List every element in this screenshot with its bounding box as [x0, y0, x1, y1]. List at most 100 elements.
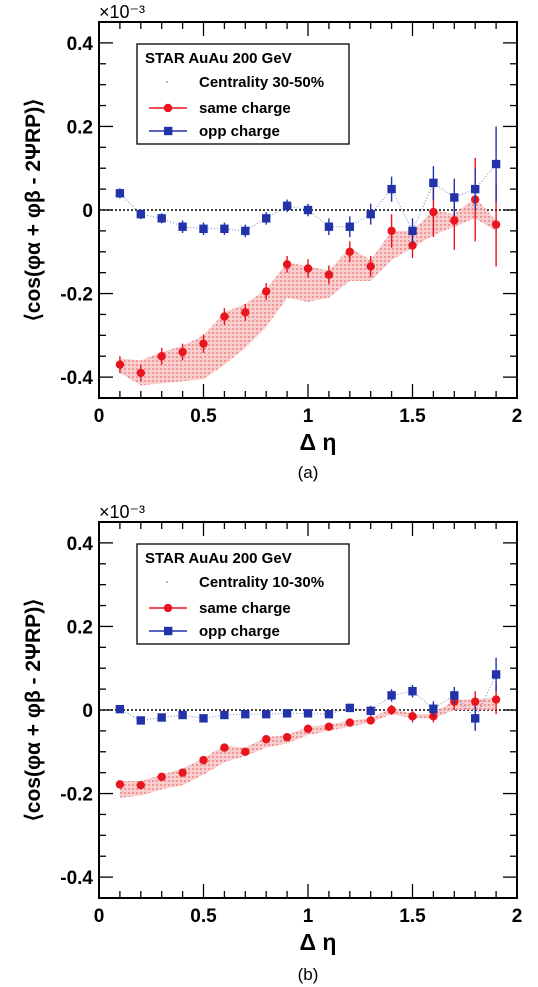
data-point	[136, 716, 145, 725]
data-point	[220, 710, 229, 720]
data-point	[387, 184, 396, 194]
data-point	[178, 222, 187, 231]
legend: STAR AuAu 200 GeV Centrality 10-30% same c…	[136, 543, 350, 645]
systematic-band	[119, 697, 497, 798]
data-point	[408, 712, 417, 721]
data-point	[115, 704, 125, 714]
y-axis-title: ⟨cos(φα + φβ - 2ΨRP)⟩	[22, 99, 45, 322]
y-ticks	[99, 21, 517, 399]
x-ticks	[98, 22, 518, 398]
series-same-charge	[115, 157, 501, 386]
data-point	[220, 312, 229, 321]
data-point	[387, 705, 396, 715]
data-point	[408, 687, 417, 696]
figure-caption: (b)	[298, 965, 319, 984]
data-point	[262, 287, 271, 296]
legend-centrality-marker	[166, 81, 168, 83]
data-point	[366, 706, 375, 716]
data-point	[136, 209, 145, 219]
x-axis-title: Δ η	[300, 929, 337, 955]
x-axis-title: Δ η	[300, 429, 337, 455]
y-tick-label: -0.2	[60, 285, 93, 306]
legend-marker	[163, 103, 173, 113]
data-point	[157, 214, 166, 223]
data-point	[450, 216, 459, 225]
x-tick-label: 2	[512, 406, 523, 427]
axis-multiplier: ×10⁻³	[99, 2, 145, 22]
data-point	[178, 768, 187, 777]
y-ticks	[99, 521, 517, 899]
legend-centrality: Centrality 30-50%	[199, 74, 324, 91]
data-point	[491, 159, 501, 169]
x-tick-label: 1.5	[399, 906, 426, 927]
data-point	[408, 226, 417, 236]
legend-label: same charge	[199, 100, 291, 117]
data-point	[115, 360, 125, 369]
chart-panel-b: 0 0.5 1 1.5 2 -0.4 -0.2 0 0.2 0.4×10⁻³ ⟨cos(φα + φ…	[22, 502, 522, 984]
data-point	[199, 224, 208, 233]
y-tick-label: -0.2	[60, 785, 93, 806]
data-point	[136, 368, 145, 378]
data-point	[324, 709, 334, 719]
data-point	[324, 222, 334, 231]
y-tick-label: 0.2	[67, 117, 93, 138]
legend-centrality: Centrality 10-30%	[199, 574, 324, 591]
legend-label: opp charge	[199, 123, 280, 140]
data-point	[471, 714, 480, 723]
data-point	[115, 780, 125, 789]
data-point	[324, 270, 334, 279]
data-point	[241, 308, 250, 317]
y-tick-label: -0.4	[60, 868, 93, 889]
data-point	[303, 724, 313, 733]
data-point	[366, 209, 375, 219]
legend-marker	[163, 603, 173, 613]
data-point	[491, 670, 501, 679]
x-tick-label: 0.5	[190, 906, 217, 927]
x-tick-label: 2	[512, 906, 523, 927]
data-point	[262, 735, 271, 744]
data-point	[220, 224, 229, 233]
y-tick-label: 0	[82, 701, 93, 722]
x-tick-label: 1	[303, 906, 314, 927]
axis-multiplier: ×10⁻³	[99, 502, 145, 522]
x-tick-label: 1.5	[399, 406, 426, 427]
x-tick-label: 0.5	[190, 406, 217, 427]
data-point	[387, 226, 396, 236]
legend-label: same charge	[199, 600, 291, 617]
data-point	[199, 714, 208, 723]
legend-header: STAR AuAu 200 GeV	[145, 550, 292, 567]
series-opp-charge	[115, 657, 501, 731]
data-point	[157, 772, 166, 782]
data-point	[429, 207, 438, 217]
data-point	[241, 226, 250, 236]
legend-marker	[164, 126, 173, 136]
y-tick-label: -0.4	[60, 368, 93, 389]
data-point	[303, 205, 313, 215]
data-point	[491, 220, 501, 229]
data-point	[345, 718, 354, 727]
data-point	[491, 695, 501, 704]
data-point	[199, 339, 208, 348]
data-point	[157, 352, 166, 361]
y-tick-label: 0.4	[67, 34, 94, 55]
data-point	[241, 709, 250, 719]
data-point	[178, 347, 187, 357]
data-point	[345, 247, 354, 256]
legend-centrality-marker	[166, 581, 168, 583]
figure-caption: (a)	[298, 463, 319, 482]
data-point	[450, 691, 459, 700]
data-point	[450, 193, 459, 202]
data-point	[345, 222, 354, 231]
data-point	[199, 755, 208, 765]
systematic-band	[119, 197, 497, 386]
data-point	[387, 691, 396, 700]
data-point	[408, 241, 417, 250]
data-point	[471, 697, 480, 706]
y-tick-label: 0.2	[67, 617, 93, 638]
data-point	[157, 713, 166, 722]
x-ticks	[98, 522, 518, 898]
x-tick-label: 1	[303, 406, 314, 427]
legend: STAR AuAu 200 GeV Centrality 30-50% same c…	[136, 43, 350, 145]
data-point	[282, 709, 292, 718]
data-point	[471, 184, 480, 194]
